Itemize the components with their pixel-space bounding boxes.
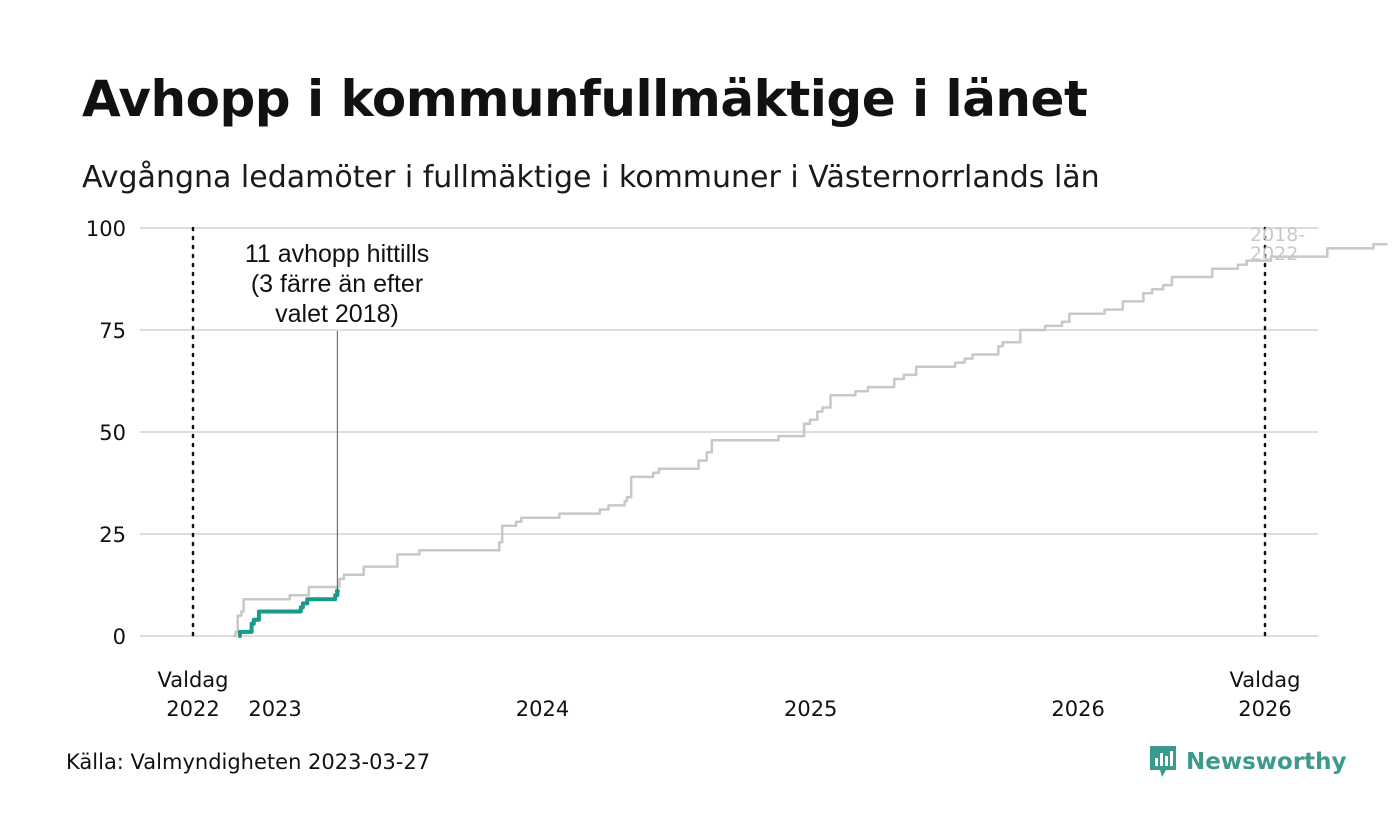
x-tick-label: 2026 xyxy=(1051,697,1104,721)
y-tick-label: 0 xyxy=(113,625,126,649)
x-tick-label: Valdag xyxy=(158,668,229,692)
series-labels: 2018-2022 xyxy=(1250,224,1305,265)
annotation: 11 avhopp hittills(3 färre än eftervalet… xyxy=(245,240,429,590)
chart-subtitle: Avgångna ledamöter i fullmäktige i kommu… xyxy=(82,160,1100,195)
x-tick-label: 2024 xyxy=(516,697,569,721)
x-tick-label: Valdag xyxy=(1230,668,1301,692)
annotation-text: (3 färre än efter xyxy=(251,270,423,298)
newsworthy-logo-text: Newsworthy xyxy=(1186,749,1347,775)
x-axis-tick-labels: Valdag 2022 2023 2024 2025 2026 Valdag 2026 xyxy=(158,668,1301,721)
series-line-current xyxy=(237,591,340,638)
gridlines xyxy=(140,227,1318,637)
x-tick-label: 2022 xyxy=(166,697,219,721)
newsworthy-logo: Newsworthy xyxy=(1148,744,1347,780)
series-label-2018-2022: 2022 xyxy=(1250,243,1298,265)
y-axis-tick-labels: 0 25 50 75 100 xyxy=(86,217,126,649)
source-note: Källa: Valmyndigheten 2023-03-27 xyxy=(66,750,431,774)
x-tick-label: 2023 xyxy=(248,697,301,721)
data-series xyxy=(233,243,1388,638)
chart-title: Avhopp i kommunfullmäktige i länet xyxy=(82,70,1088,128)
x-tick-label: 2026 xyxy=(1238,697,1291,721)
annotation-text: valet 2018) xyxy=(275,300,399,328)
newsworthy-logo-icon xyxy=(1150,746,1176,777)
x-tick-label: 2025 xyxy=(784,697,837,721)
y-tick-label: 50 xyxy=(99,421,126,445)
annotation-text: 11 avhopp hittills xyxy=(245,240,429,268)
y-tick-label: 75 xyxy=(99,319,126,343)
series-label-2018-2022: 2018- xyxy=(1250,224,1305,246)
y-tick-label: 100 xyxy=(86,217,126,241)
y-tick-label: 25 xyxy=(99,523,126,547)
series-line-2018-2022 xyxy=(233,243,1388,638)
series-endpoint xyxy=(334,588,340,594)
